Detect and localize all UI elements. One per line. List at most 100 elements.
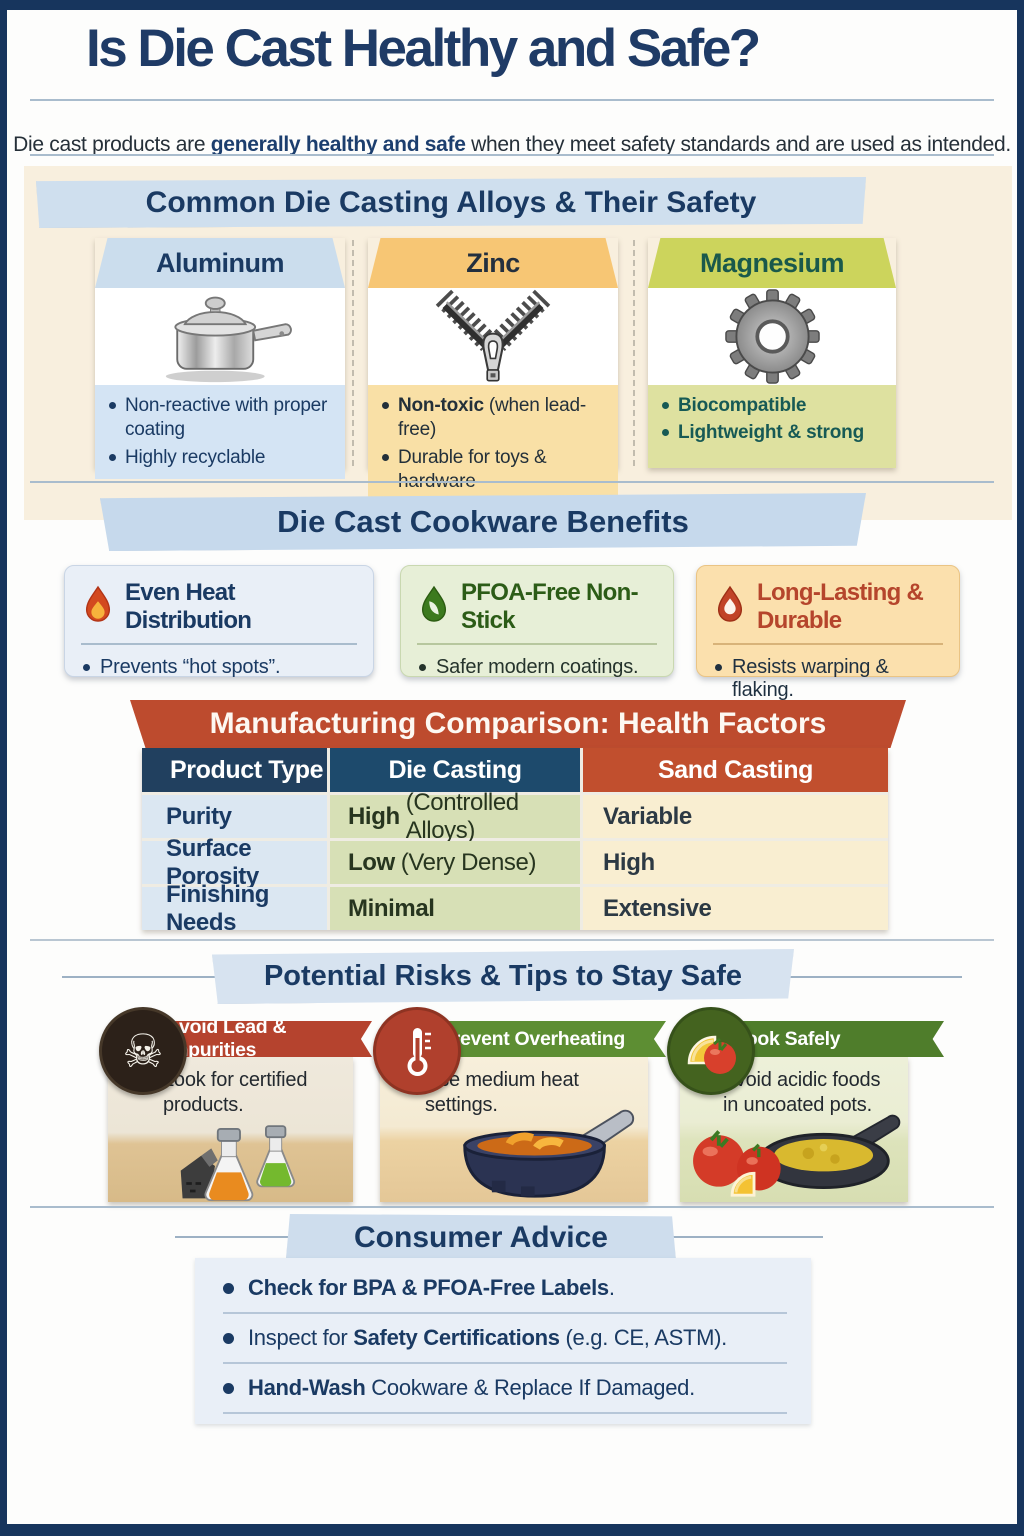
flame-drop-icon: [81, 585, 115, 630]
cell-bold: Low: [348, 848, 395, 876]
table-cell-die: High (Controlled Alloys): [330, 789, 580, 844]
card-separator: [352, 240, 354, 466]
alloy-magnesium-bullets: Biocompatible Lightweight & strong: [648, 385, 896, 468]
flasks-illustration: [160, 1115, 320, 1208]
bullet-dot-icon: [109, 453, 116, 461]
card-divider: [713, 643, 943, 645]
bullet-bold: Biocompatible: [678, 395, 807, 416]
intro-text: Die cast products are generally healthy …: [0, 133, 1024, 157]
bullet-text: (when lead-free): [398, 395, 586, 441]
benefit-card-bullet: Safer modern coatings.: [401, 645, 673, 679]
bullet-dot-icon: [419, 664, 426, 671]
advice-item: Check for BPA & PFOA-Free Labels.: [223, 1264, 787, 1314]
alloy-zinc-bullets: Non-toxic (when lead-free) Durable for t…: [368, 385, 618, 504]
bullet-dot-icon: [109, 402, 116, 409]
cell-rest: (Very Dense): [400, 848, 537, 876]
saucepan-illustration: [95, 288, 345, 385]
page-border-bottom: [0, 1524, 1024, 1536]
intro-bold: generally healthy and safe: [210, 133, 466, 156]
divider: [30, 939, 994, 941]
table-row-label: Finishing Needs: [142, 881, 327, 936]
comparison-section-title-text: Manufacturing Comparison: Health Factors: [209, 707, 827, 740]
advice-section-title-text: Consumer Advice: [354, 1220, 608, 1254]
cell-bold: High: [348, 802, 400, 830]
risk-tip: Avoid acidic foods in uncoated pots.: [706, 1068, 886, 1118]
alloys-section-title: Common Die Casting Alloys & Their Safety: [36, 177, 866, 228]
bullet-text: Non-reactive with proper coating: [125, 395, 328, 441]
risk-ribbon-overheating: Prevent Overheating: [424, 1021, 666, 1057]
page-title: Is Die Cast Healthy and Safe?: [86, 19, 761, 78]
bullet-dot-icon: [83, 664, 90, 671]
intro-post: when they meet safety standards and are …: [465, 133, 1011, 156]
benefit-card-bullet: Prevents “hot spots”.: [65, 645, 373, 679]
bullet-text: Look for certified products.: [163, 1069, 308, 1116]
table-cell-sand: Variable: [583, 795, 888, 838]
benefits-section-title: Die Cast Cookware Benefits: [100, 493, 866, 551]
alloy-aluminum-bullets: Non-reactive with proper coating Highly …: [95, 385, 345, 479]
advice-item: Inspect for Safety Certifications (e.g. …: [223, 1314, 787, 1364]
advice-pre: Inspect for: [248, 1325, 354, 1350]
alloy-card-zinc: Zinc Non-toxic (when lead-free) Durable …: [368, 238, 618, 504]
risks-section-title: Potential Risks & Tips to Stay Safe: [212, 949, 794, 1004]
benefit-card-durable: Long-Lasting & Durable Resists warping &…: [696, 565, 960, 701]
bullet-dot-icon: [223, 1332, 234, 1344]
page-border-right: [1017, 0, 1024, 1536]
risk-tip: Look for certified products.: [146, 1068, 316, 1118]
bullet-text: Avoid acidic foods in uncoated pots.: [723, 1069, 881, 1116]
card-divider: [81, 643, 357, 645]
table-row-label: Surface Porosity: [142, 835, 327, 890]
cell-bold: Minimal: [348, 894, 435, 922]
bullet-text: Safer modern coatings.: [436, 656, 639, 678]
cell-rest: (Controlled Alloys): [405, 788, 519, 844]
advice-rest: Cookware & Replace If Damaged.: [365, 1375, 695, 1400]
alloy-card-aluminum: Aluminum Non-reactive with proper coatin…: [95, 238, 345, 479]
divider: [30, 99, 994, 101]
bullet-text: Use medium heat settings.: [425, 1069, 579, 1116]
lemon-tomato-icon: [667, 1007, 755, 1095]
table-header-product-type: Product Type: [142, 748, 327, 792]
alloy-card-magnesium: Magnesium: [648, 238, 896, 468]
zipper-illustration: [368, 288, 618, 385]
advice-item: Hand-Wash Cookware & Replace If Damaged.: [223, 1364, 787, 1414]
advice-bold: Hand-Wash: [248, 1375, 366, 1400]
bullet-dot-icon: [223, 1382, 234, 1394]
bullet-text: Resists warping & flaking.: [732, 656, 889, 701]
benefit-card-bullet: Resists warping & flaking.: [697, 645, 959, 702]
table-header-sand-casting: Sand Casting: [583, 748, 888, 792]
alloy-card-magnesium-header: Magnesium: [648, 238, 896, 288]
benefit-card-title: Long-Lasting & Durable: [757, 579, 924, 634]
risk-ribbon-lead: Avoid Lead & Impurities: [150, 1021, 372, 1057]
advice-rest: .: [608, 1275, 615, 1300]
bullet-dot-icon: [382, 402, 389, 409]
list-item: Non-toxic (when lead-free): [382, 394, 606, 443]
alloys-section-title-text: Common Die Casting Alloys & Their Safety: [145, 185, 757, 219]
thermometer-icon: [373, 1007, 461, 1095]
advice-box: Check for BPA & PFOA-Free Labels. Inspec…: [195, 1258, 811, 1424]
page-border-top: [0, 0, 1024, 10]
tomato-pan-illustration: [682, 1100, 907, 1205]
advice-bold: Check for BPA & PFOA-Free Labels: [248, 1275, 609, 1300]
comparison-table: Product Type Die Casting Sand Casting Pu…: [142, 748, 888, 936]
bullet-text: Prevents “hot spots”.: [100, 656, 281, 678]
table-header-die-casting: Die Casting: [330, 748, 580, 792]
risk-tip: Use medium heat settings.: [408, 1068, 588, 1118]
divider: [30, 154, 994, 156]
benefit-card-title: PFOA-Free Non-Stick: [461, 579, 639, 634]
list-item: Biocompatible: [662, 394, 884, 418]
table-cell-sand: Extensive: [583, 887, 888, 930]
bullet-bold: Non-toxic: [398, 395, 484, 416]
alloy-card-zinc-header: Zinc: [368, 238, 618, 288]
advice-section-title: Consumer Advice: [286, 1214, 676, 1261]
comparison-section-title: Manufacturing Comparison: Health Factors: [130, 700, 906, 748]
advice-bold: Safety Certifications: [353, 1325, 560, 1350]
table-cell-die: Low (Very Dense): [330, 841, 580, 884]
leaf-drop-icon: [417, 585, 451, 630]
intro-pre: Die cast products are: [13, 133, 211, 156]
divider: [30, 1206, 994, 1208]
risks-section-title-text: Potential Risks & Tips to Stay Safe: [263, 960, 743, 992]
table-row-label: Purity: [142, 795, 327, 838]
page-border-left: [0, 0, 7, 1536]
benefits-section-title-text: Die Cast Cookware Benefits: [277, 504, 689, 539]
pot-illustration: [435, 1105, 640, 1207]
